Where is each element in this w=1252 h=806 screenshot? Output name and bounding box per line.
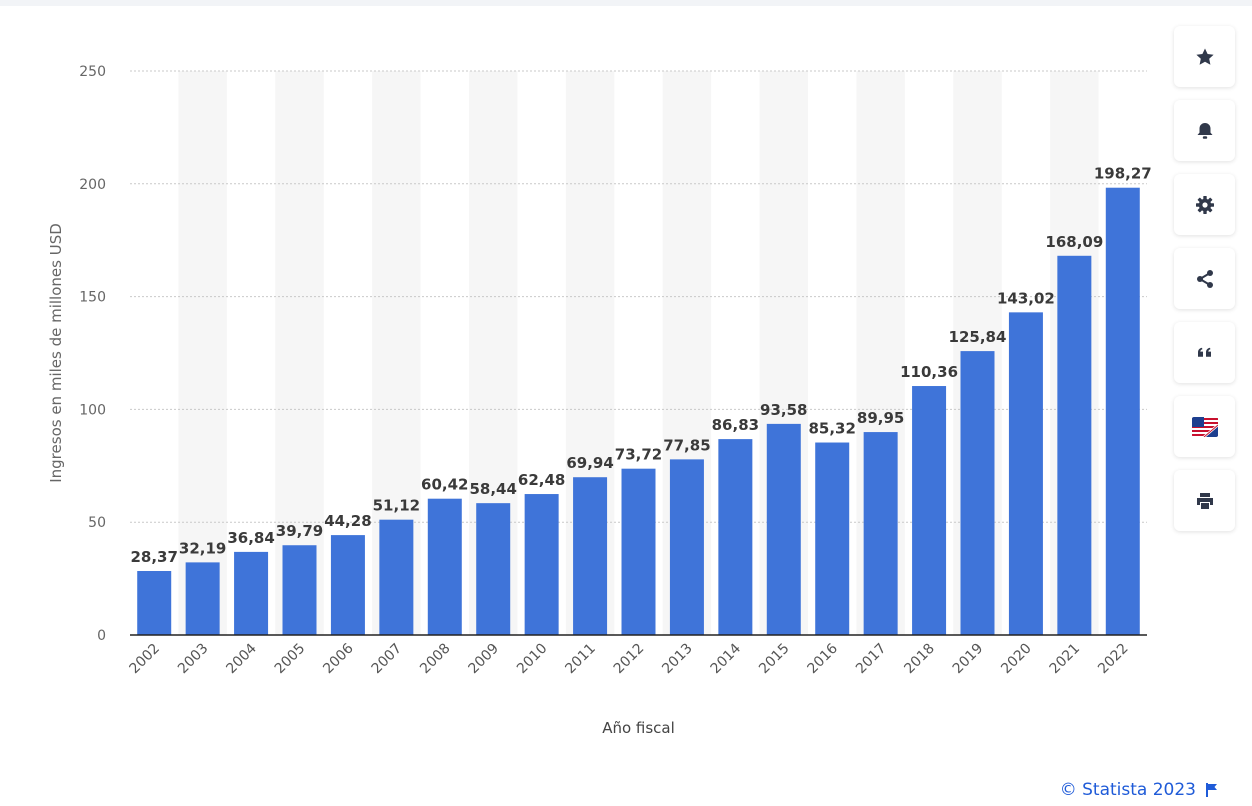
value-label: 73,72 (615, 446, 662, 464)
bar[interactable] (476, 503, 511, 635)
column-band (275, 71, 324, 635)
y-tick-label: 200 (79, 177, 106, 193)
bar[interactable] (960, 351, 995, 635)
x-tick-label: 2006 (320, 640, 357, 677)
value-label: 39,79 (276, 522, 323, 540)
x-tick-label: 2014 (708, 640, 745, 677)
value-label: 60,42 (421, 476, 468, 494)
value-label: 198,27 (1094, 165, 1152, 183)
favorite-button[interactable] (1174, 26, 1235, 87)
value-label: 110,36 (900, 363, 958, 381)
value-label: 62,48 (518, 471, 565, 489)
flag-uk-us-icon (1191, 416, 1218, 437)
x-tick-label: 2019 (950, 641, 987, 678)
x-tick-label: 2005 (272, 641, 309, 678)
bar[interactable] (330, 535, 365, 635)
value-label: 89,95 (857, 409, 904, 427)
credit[interactable]: © Statista 2023 (1060, 780, 1218, 800)
cite-button[interactable] (1174, 322, 1235, 383)
x-tick-label: 2022 (1095, 641, 1132, 678)
y-tick-label: 250 (79, 64, 106, 80)
value-label: 168,09 (1045, 233, 1103, 251)
report-flag-icon[interactable] (1206, 783, 1218, 797)
x-tick-label: 2015 (756, 641, 793, 678)
share-icon (1196, 269, 1213, 288)
x-tick-label: 2010 (514, 641, 551, 678)
x-tick-label: 2007 (369, 641, 406, 678)
y-tick-label: 100 (79, 402, 106, 418)
bar[interactable] (1008, 312, 1043, 635)
bar[interactable] (1057, 255, 1092, 636)
star-icon (1195, 48, 1214, 65)
y-tick-label: 0 (97, 628, 106, 644)
x-tick-label: 2018 (901, 641, 938, 678)
settings-button[interactable] (1174, 174, 1235, 235)
x-tick-label: 2020 (998, 641, 1035, 678)
y-axis-ticks: 0 50 100 150 200 250 (79, 64, 106, 644)
value-label: 77,85 (663, 436, 710, 454)
x-axis-ticks: 2002 2003 2004 2005 2006 2007 2008 2009 2010 2011… (127, 640, 1132, 677)
language-button[interactable] (1174, 396, 1235, 457)
x-tick-label: 2004 (223, 640, 260, 677)
value-label: 44,28 (324, 512, 371, 530)
x-tick-label: 2016 (805, 640, 842, 677)
x-tick-label: 2013 (659, 641, 696, 678)
share-button[interactable] (1174, 248, 1235, 309)
y-tick-label: 50 (88, 515, 106, 531)
x-tick-label: 2012 (611, 641, 648, 678)
y-tick-label: 150 (79, 290, 106, 306)
x-tick-label: 2009 (466, 641, 503, 678)
print-icon (1196, 492, 1213, 509)
quote-icon (1197, 347, 1211, 357)
credit-text[interactable]: © Statista 2023 (1059, 780, 1196, 800)
value-label: 86,83 (712, 416, 759, 434)
value-label: 143,02 (997, 289, 1055, 307)
value-label: 36,84 (227, 529, 274, 547)
value-label: 32,19 (179, 539, 226, 557)
bar[interactable] (766, 423, 801, 635)
y-axis-title: Ingresos en miles de millones USD (47, 223, 65, 483)
bar[interactable] (427, 498, 462, 635)
value-label: 93,58 (760, 401, 807, 419)
notification-button[interactable] (1174, 100, 1235, 161)
bar[interactable] (718, 439, 753, 635)
bar[interactable] (185, 562, 220, 635)
x-tick-label: 2021 (1047, 641, 1084, 678)
value-label: 51,12 (373, 497, 420, 515)
x-tick-label: 2008 (417, 641, 454, 678)
x-tick-label: 2011 (562, 641, 599, 678)
bar[interactable] (621, 468, 656, 635)
top-strip (0, 0, 1252, 6)
gear-icon (1195, 195, 1214, 214)
value-label: 58,44 (469, 480, 516, 498)
bar[interactable] (137, 570, 172, 635)
bar[interactable] (379, 519, 414, 635)
x-axis-title: Año fiscal (602, 719, 675, 737)
bar[interactable] (282, 545, 317, 635)
bell-icon (1197, 122, 1212, 139)
print-button[interactable] (1174, 470, 1235, 531)
bar[interactable] (669, 459, 704, 635)
x-tick-label: 2002 (127, 641, 164, 678)
bar[interactable] (234, 551, 269, 635)
value-label: 28,37 (130, 548, 177, 566)
bar[interactable] (815, 442, 850, 635)
bar[interactable] (863, 432, 898, 635)
value-label: 125,84 (949, 328, 1007, 346)
bar[interactable] (912, 386, 947, 635)
x-tick-label: 2017 (853, 641, 890, 678)
toolbar (1174, 26, 1235, 544)
bar[interactable] (524, 494, 559, 635)
value-label: 85,32 (808, 420, 855, 438)
bar[interactable] (573, 477, 608, 635)
column-band (178, 71, 227, 635)
bars (137, 187, 1140, 636)
bar[interactable] (1105, 187, 1140, 635)
value-label: 69,94 (566, 454, 613, 472)
x-tick-label: 2003 (175, 641, 212, 678)
